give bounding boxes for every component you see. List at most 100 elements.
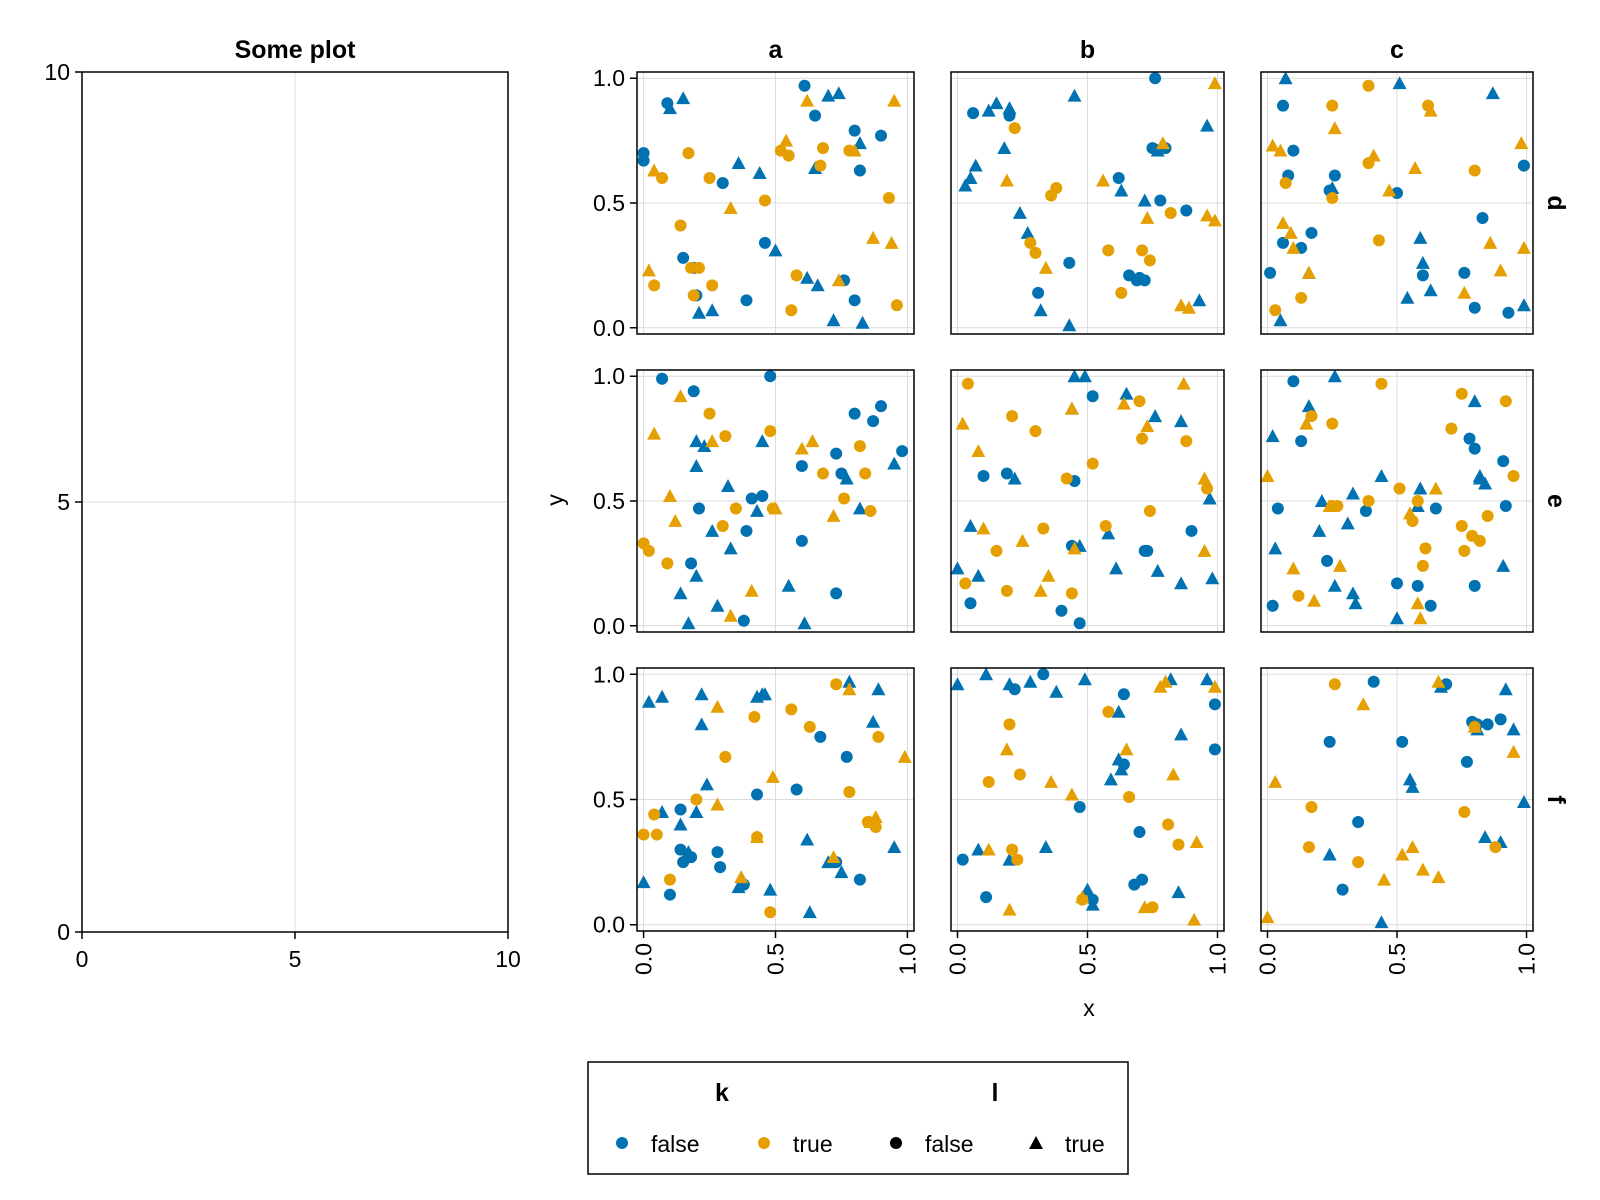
scatter-point-circle (1029, 246, 1042, 259)
scatter-point-circle (1468, 301, 1481, 314)
scatter-point-triangle (723, 608, 738, 622)
scatter-point-triangle (855, 315, 870, 329)
scatter-point-triangle (997, 141, 1012, 155)
scatter-point-triangle (1077, 672, 1092, 686)
scatter-point-circle (648, 808, 661, 821)
scatter-point-triangle (1064, 401, 1079, 415)
scatter-point-triangle (1402, 506, 1417, 520)
scatter-point-triangle (1273, 143, 1288, 157)
scatter-point-circle (1494, 713, 1507, 726)
scatter-point-triangle (1286, 240, 1301, 254)
scatter-point-circle (1468, 164, 1481, 177)
scatter-point-triangle (1345, 486, 1360, 500)
facet-ytick-label: 0.0 (593, 613, 625, 639)
scatter-point-triangle (1103, 772, 1118, 786)
scatter-point-circle (1463, 432, 1476, 445)
scatter-point-triangle (887, 456, 902, 470)
facet-ytick-label: 0.0 (593, 912, 625, 938)
scatter-point-triangle (689, 459, 704, 473)
scatter-point-circle (1375, 377, 1388, 390)
scatter-point-circle (843, 785, 856, 798)
scatter-point-circle (1086, 457, 1099, 470)
scatter-point-triangle (1207, 76, 1222, 90)
scatter-point-circle (859, 467, 872, 480)
scatter-point-circle (1468, 442, 1481, 455)
scatter-point-triangle (868, 810, 883, 823)
scatter-point-triangle (821, 88, 836, 102)
scatter-point-circle (1154, 194, 1167, 207)
facet-panel-a-e: 0.0 0.5 1.0 (593, 363, 915, 639)
scatter-point-triangle (705, 303, 720, 317)
scatter-point-triangle (1415, 255, 1430, 269)
scatter-point-circle (1185, 524, 1198, 537)
scatter-point-triangle (981, 842, 996, 856)
scatter-point-circle (1323, 735, 1336, 748)
scatter-point-triangle (1033, 583, 1048, 597)
scatter-point-circle (706, 279, 719, 292)
scatter-point-circle (1037, 668, 1050, 681)
scatter-point-triangle (1200, 118, 1215, 132)
scatter-point-triangle (697, 439, 712, 453)
scatter-point-triangle (694, 717, 709, 731)
scatter-point-triangle (950, 677, 965, 691)
scatter-point-triangle (887, 840, 902, 854)
scatter-point-triangle (1265, 138, 1280, 152)
scatter-point-triangle (976, 521, 991, 535)
scatter-point-triangle (1405, 840, 1420, 854)
scatter-point-triangle (662, 489, 677, 502)
facet-ytick-label: 1.0 (593, 661, 625, 687)
scatter-point-circle (785, 703, 798, 716)
scatter-point-triangle (971, 568, 986, 582)
scatter-point-triangle (1158, 674, 1173, 688)
scatter-point-triangle (757, 687, 772, 701)
facet-ytick-label: 0.5 (593, 190, 625, 216)
scatter-point-triangle (794, 441, 809, 455)
facet-panel-frame (950, 667, 1225, 932)
scatter-point-circle (751, 788, 764, 801)
scatter-point-circle (1060, 472, 1073, 485)
scatter-point-triangle (768, 501, 783, 515)
scatter-point-circle (1411, 579, 1424, 592)
scatter-point-triangle (1260, 469, 1275, 482)
facet-ytick-label: 0.5 (593, 488, 625, 514)
scatter-point-triangle (1276, 215, 1291, 229)
facet-panel-frame (636, 71, 915, 335)
scatter-point-triangle (734, 870, 749, 884)
scatter-point-triangle (1283, 225, 1298, 239)
scatter-point-circle (692, 261, 705, 274)
scatter-point-circle (1362, 79, 1375, 92)
scatter-point-triangle (826, 313, 841, 327)
scatter-point-circle (1063, 256, 1076, 269)
scatter-point-circle (896, 445, 909, 458)
scatter-point-circle (1497, 455, 1510, 468)
scatter-point-circle (816, 142, 829, 155)
scatter-point-circle (961, 377, 974, 390)
scatter-point-triangle (1325, 181, 1340, 194)
scatter-point-circle (848, 294, 861, 307)
facet-panel-a-d: 0.0 0.5 1.0 (593, 65, 915, 341)
scatter-point-triangle (1207, 679, 1222, 693)
scatter-point-circle (1517, 159, 1530, 172)
scatter-point-circle (1287, 144, 1300, 157)
scatter-point-triangle (1516, 795, 1531, 808)
scatter-point-triangle (1413, 611, 1428, 625)
facet-panel-frame (636, 369, 915, 633)
scatter-point-triangle (1067, 88, 1082, 102)
scatter-point-triangle (1413, 481, 1428, 495)
scatter-point-triangle (800, 832, 815, 846)
scatter-point-triangle (800, 270, 815, 284)
scatter-point-circle (1481, 509, 1494, 522)
scatter-point-circle (1024, 236, 1037, 249)
scatter-point-triangle (676, 91, 691, 105)
scatter-point-circle (875, 129, 888, 142)
facet-grid: a b c d e f 0.0 0.5 1.0 0.0 0.5 1.0 0.0 0.5 1.0 0.0 0.5 1… (593, 36, 1570, 975)
scatter-point-circle (1279, 177, 1292, 190)
scatter-point-circle (1006, 843, 1019, 856)
scatter-point-circle (1271, 502, 1284, 515)
scatter-point-triangle (1268, 541, 1283, 555)
facet-xtick-label: 0.0 (631, 943, 657, 975)
scatter-point-triangle (1472, 469, 1487, 482)
scatter-point-triangle (1327, 121, 1342, 135)
scatter-point-circle (1180, 435, 1193, 448)
facet-panel-frame (636, 667, 915, 932)
